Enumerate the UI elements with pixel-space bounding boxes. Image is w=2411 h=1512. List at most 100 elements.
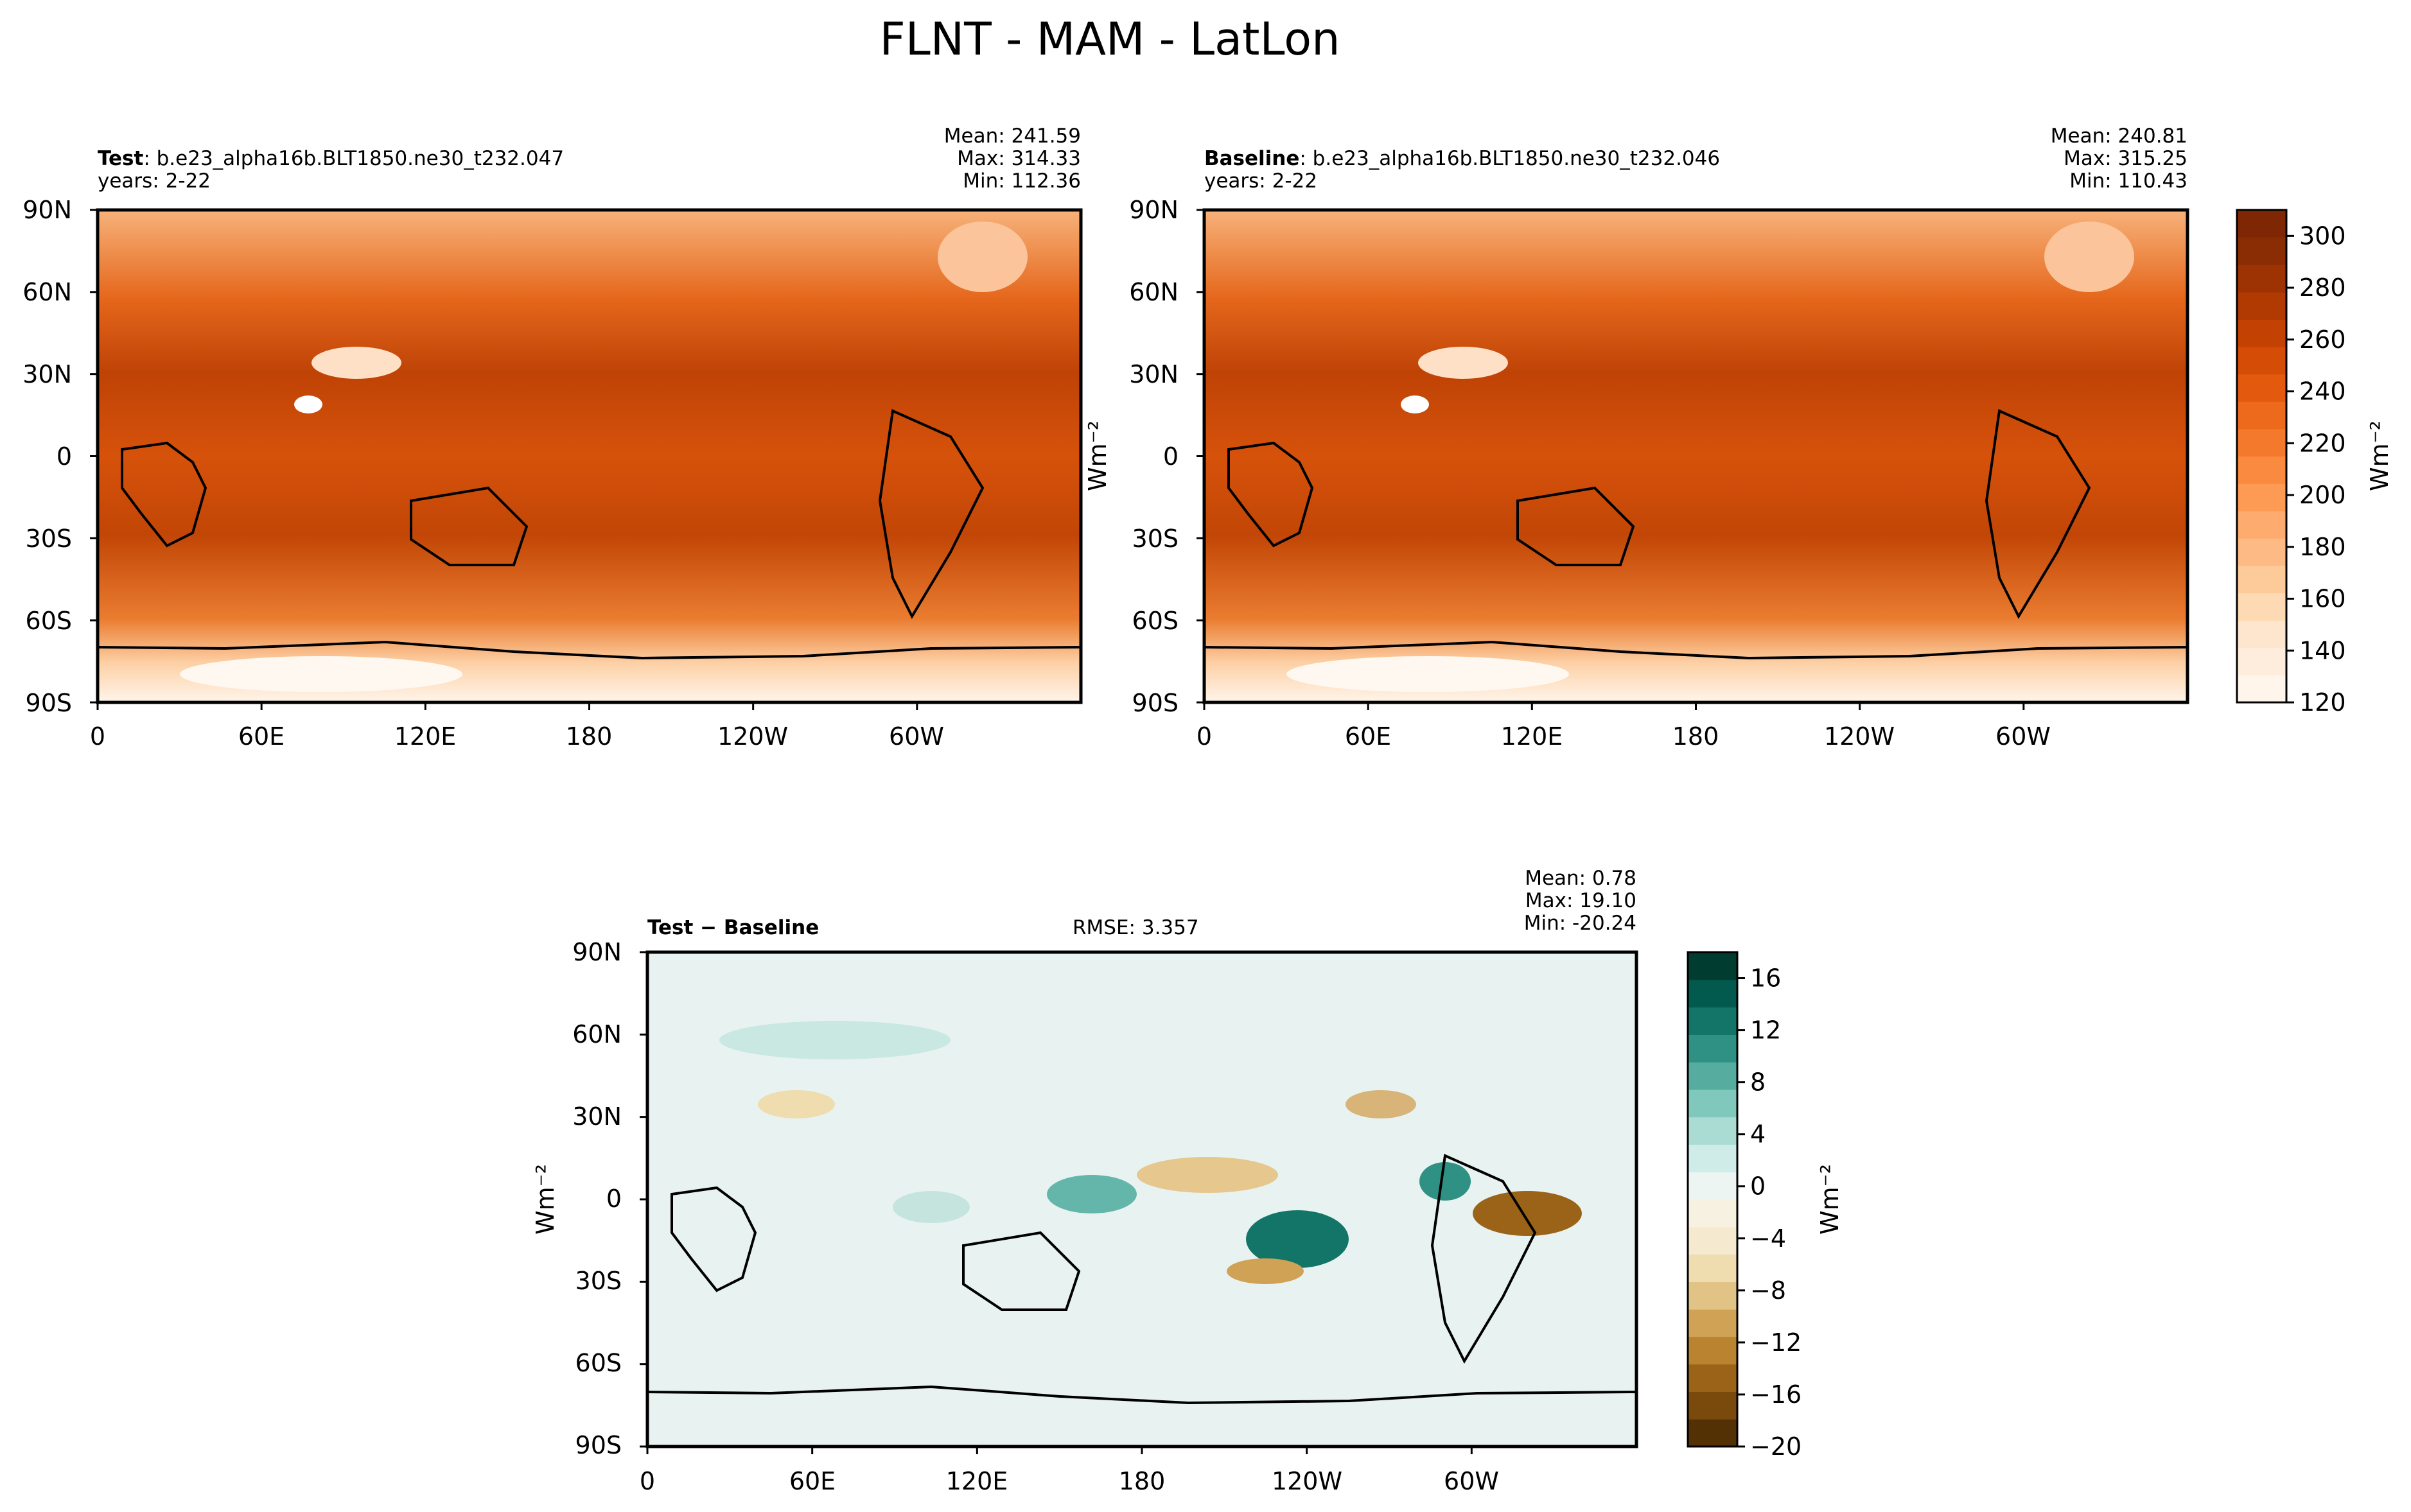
colorbar-difference-tick-label: 4 — [1750, 1120, 1766, 1149]
colorbar-difference-ticks: 16 12 8 4 0 −4 −8 −12 −16 −20 — [1737, 964, 1802, 1461]
colorbar-absolute-level — [2237, 401, 2286, 430]
panel-test: Mean: 241.59 Max: 314.33 Min: 112.36 Tes… — [22, 125, 1083, 751]
colorbar-absolute-tick-label: 260 — [2299, 326, 2346, 354]
baseline-max: Max: 315.25 — [2064, 147, 2187, 170]
colorbar-difference-level — [1688, 1172, 1737, 1200]
colorbar-difference-tick-label: 12 — [1750, 1016, 1781, 1045]
baseline-case-label: Baseline: b.e23_alpha16b.BLT1850.ne30_t2… — [1204, 147, 1720, 170]
colorbar-absolute-tick-label: 300 — [2299, 222, 2346, 250]
colorbar-difference-level — [1688, 1062, 1737, 1090]
diff-feature — [1473, 1191, 1582, 1236]
colorbar-absolute: 300 280 260 240 220 200 180 160 140 120 Wm⁻² — [2236, 209, 2394, 717]
test-ytick: 90S — [26, 689, 72, 717]
baseline-mean: Mean: 240.81 — [2051, 125, 2187, 148]
diff-xtick: 60E — [789, 1467, 836, 1495]
colorbar-difference-level — [1688, 1034, 1737, 1063]
colorbar-absolute-ticks: 300 280 260 240 220 200 180 160 140 120 — [2286, 222, 2346, 717]
diff-coast-antarctica — [647, 1385, 1637, 1405]
baseline-years: years: 2-22 — [1204, 169, 1317, 193]
diff-xtick: 120E — [946, 1467, 1008, 1495]
test-ytick: 0 — [57, 442, 72, 471]
colorbar-difference-level — [1688, 1364, 1737, 1393]
colorbar-difference-tick-label: −16 — [1750, 1380, 1802, 1409]
baseline-coast-s-america — [1985, 409, 2091, 620]
colorbar-absolute-tick-label: 180 — [2299, 533, 2346, 561]
baseline-missing-patch — [1401, 395, 1429, 413]
colorbar-absolute-level — [2237, 456, 2286, 484]
diff-rmse: RMSE: 3.357 — [1073, 916, 1199, 939]
baseline-map: 90N 60N 30N 0 30S 60S 90S 0 60E 120E 180… — [1129, 196, 2189, 751]
panel-difference: Mean: 0.78 Max: 19.10 Min: -20.24 Test −… — [531, 867, 1638, 1495]
diff-ytick: 90N — [572, 938, 622, 966]
baseline-ytick: 90S — [1132, 689, 1179, 717]
colorbar-absolute-level — [2237, 291, 2286, 320]
colorbar-difference-level — [1688, 1144, 1737, 1172]
colorbar-difference-level — [1688, 1391, 1737, 1420]
diff-feature — [758, 1090, 835, 1118]
diff-ytick: 30N — [572, 1102, 622, 1131]
test-ytick: 60N — [22, 278, 72, 306]
diff-feature — [719, 1021, 951, 1059]
colorbar-difference-level — [1688, 1226, 1737, 1255]
diff-feature — [1346, 1090, 1416, 1118]
panel-baseline: Mean: 240.81 Max: 315.25 Min: 110.43 Bas… — [1083, 125, 2189, 751]
colorbar-absolute-level — [2237, 374, 2286, 402]
diff-feature — [893, 1191, 970, 1223]
test-xtick: 120W — [717, 722, 788, 751]
colorbar-absolute-level — [2237, 428, 2286, 457]
diff-coast-australia — [962, 1231, 1081, 1311]
test-xtick: 60E — [238, 722, 285, 751]
colorbar-absolute-tick-label: 120 — [2299, 688, 2346, 717]
baseline-ytick: 60N — [1129, 278, 1179, 306]
colorbar-absolute-label: Wm⁻² — [2365, 421, 2394, 491]
test-ytick: 90N — [22, 196, 72, 224]
test-case-label: Test: b.e23_alpha16b.BLT1850.ne30_t232.0… — [98, 147, 564, 170]
colorbar-absolute-level — [2237, 675, 2286, 703]
test-ytick: 30S — [26, 525, 72, 553]
diff-xtick: 60W — [1444, 1467, 1499, 1495]
diff-ylabel: Wm⁻² — [531, 1164, 559, 1235]
diff-label: Test − Baseline — [647, 916, 819, 939]
colorbar-absolute-level — [2237, 347, 2286, 375]
baseline-xtick: 120W — [1824, 722, 1895, 751]
test-antarctic-feature — [180, 656, 462, 692]
colorbar-difference-tick-label: 0 — [1750, 1172, 1766, 1201]
colorbar-difference-frame — [1687, 951, 1739, 1448]
baseline-xtick: 60E — [1345, 722, 1391, 751]
test-coast-australia — [410, 486, 529, 566]
colorbar-difference-tick-label: −4 — [1750, 1224, 1786, 1253]
baseline-ytick: 60S — [1132, 607, 1179, 635]
colorbar-absolute-tick-label: 140 — [2299, 636, 2346, 665]
colorbar-difference-level — [1688, 1199, 1737, 1228]
test-label-case: : b.e23_alpha16b.BLT1850.ne30_t232.047 — [143, 147, 564, 170]
colorbar-difference-level — [1688, 952, 1737, 980]
baseline-coast-africa — [1227, 441, 1314, 548]
diff-min: Min: -20.24 — [1524, 912, 1636, 935]
diff-feature — [1047, 1175, 1137, 1213]
diff-feature — [1227, 1258, 1304, 1284]
baseline-label-bold: Baseline — [1204, 147, 1299, 170]
colorbar-absolute-levels — [2237, 210, 2286, 703]
colorbar-difference-level — [1688, 1117, 1737, 1145]
colorbar-difference-tick-label: −8 — [1750, 1276, 1786, 1305]
diff-y-ticks: 90N 60N 30N 0 30S 60S 90S — [572, 938, 622, 1459]
colorbar-difference-level — [1688, 1089, 1737, 1118]
diff-xtick: 120W — [1272, 1467, 1342, 1495]
colorbar-difference-tick-label: −12 — [1750, 1328, 1802, 1357]
test-tibet-feature — [311, 347, 401, 379]
colorbar-absolute-level — [2237, 510, 2286, 539]
diff-feature — [1246, 1210, 1349, 1268]
diff-ytick: 0 — [606, 1185, 622, 1213]
test-missing-patch — [294, 395, 322, 413]
test-max: Max: 314.33 — [957, 147, 1081, 170]
colorbar-difference-level — [1688, 1309, 1737, 1337]
test-coast-s-america — [878, 409, 985, 620]
colorbar-absolute-level — [2237, 620, 2286, 648]
test-min: Min: 112.36 — [963, 169, 1081, 193]
colorbar-difference-label: Wm⁻² — [1816, 1164, 1844, 1235]
colorbar-difference: 16 12 8 4 0 −4 −8 −12 −16 −20 Wm⁻² — [1687, 951, 1844, 1461]
test-y-ticks: 90N 60N 30N 0 30S 60S 90S — [22, 196, 72, 717]
baseline-greenland-feature — [2044, 222, 2134, 292]
baseline-y-ticks: 90N 60N 30N 0 30S 60S 90S — [1129, 196, 1179, 717]
test-coast-antarctica — [97, 640, 1082, 660]
